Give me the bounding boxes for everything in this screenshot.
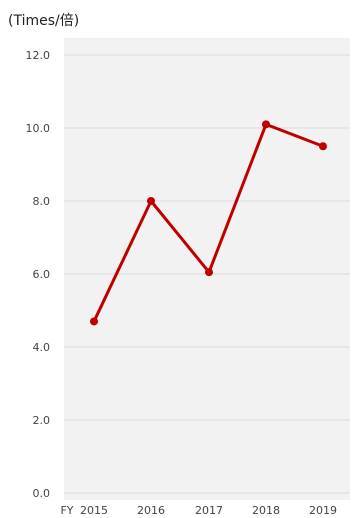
x-tick-label: 2019 <box>309 504 337 517</box>
y-tick-label: 4.0 <box>33 341 51 354</box>
y-tick-label: 0.0 <box>33 487 51 500</box>
x-tick-label: 2015 <box>80 504 108 517</box>
y-tick-label: 6.0 <box>33 268 51 281</box>
data-point <box>147 197 155 205</box>
x-tick-label: 2017 <box>195 504 223 517</box>
y-tick-label: 12.0 <box>26 49 51 62</box>
data-point <box>319 142 327 151</box>
data-point <box>90 317 98 326</box>
x-tick-label: 2016 <box>137 504 165 517</box>
x-axis-prefix: FY <box>60 504 73 517</box>
y-tick-label: 8.0 <box>33 195 51 208</box>
data-point <box>205 268 213 277</box>
unit-label: (Times/倍) <box>8 13 80 29</box>
y-tick-label: 10.0 <box>26 122 51 135</box>
x-tick-label: 2018 <box>252 504 280 517</box>
y-tick-label: 2.0 <box>33 414 51 427</box>
data-point <box>262 120 270 129</box>
